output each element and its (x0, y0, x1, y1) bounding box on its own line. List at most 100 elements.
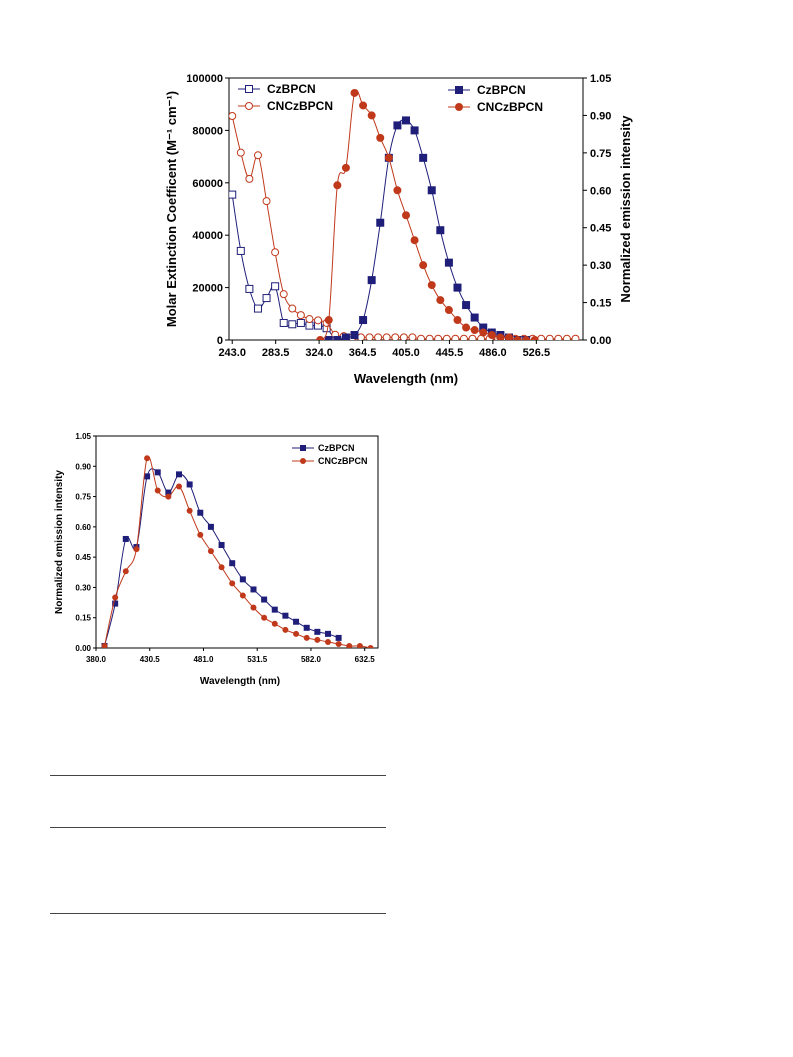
series-cnczbpcn-right-point (513, 336, 522, 340)
series-cnczbpcn-point (314, 636, 321, 643)
y-tick-label: 0.60 (75, 523, 91, 532)
series-cnczbpcn-left-point (236, 148, 245, 157)
series-cnczbpcn-right-point (333, 181, 342, 190)
series-cnczbpcn-point (356, 642, 363, 648)
series-czbpcn-right-point (350, 331, 359, 340)
legend-left-1-marker (245, 102, 253, 110)
y-tick-label: 100000 (186, 73, 223, 85)
x-tick-label: 364.5 (349, 347, 377, 359)
series-cnczbpcn-left-point (562, 334, 571, 340)
series-czbpcn-point (303, 624, 310, 631)
series-czbpcn-right-point (341, 333, 350, 340)
y2-tick-label: 0.75 (590, 148, 611, 160)
series-cnczbpcn-left-point (296, 311, 305, 320)
series-cnczbpcn-left-point (314, 316, 323, 325)
series-cnczbpcn-point (261, 614, 268, 621)
series-czbpcn-point (324, 630, 331, 637)
series-cnczbpcn-left-point (253, 151, 262, 160)
series-czbpcn-point (144, 473, 151, 480)
series-czbpcn-point (112, 600, 119, 607)
series-czbpcn-point (282, 612, 289, 619)
y-tick-label: 1.05 (75, 432, 91, 441)
legend-right-0-marker (455, 86, 463, 94)
y-tick-label: 80000 (192, 125, 223, 137)
y2-tick-label: 0.30 (590, 260, 611, 272)
series-czbpcn-right-point (359, 316, 368, 325)
series-czbpcn-point (335, 634, 342, 641)
series-cnczbpcn-point (324, 638, 331, 645)
series-cnczbpcn-left-point (245, 174, 254, 183)
series-cnczbpcn-group (101, 455, 374, 648)
y-tick-label: 0.75 (75, 493, 91, 502)
y2-tick-label: 0.60 (590, 185, 611, 197)
series-cnczbpcn-right-line (319, 89, 535, 340)
table-rule-mid (50, 827, 386, 828)
series-cnczbpcn-left-point (545, 334, 554, 340)
series-czbpcn-group (101, 468, 342, 648)
series-cnczbpcn-left-point (305, 315, 314, 324)
table-rule-bottom (50, 913, 386, 914)
x-tick-label: 430.5 (140, 655, 161, 664)
series-cnczbpcn-left-point (468, 334, 477, 340)
series-cnczbpcn-left-point (288, 304, 297, 313)
series-czbpcn-point (154, 469, 161, 476)
legend-left-0-marker (245, 85, 253, 93)
series-cnczbpcn-right-point (479, 328, 488, 337)
x-tick-label: 531.5 (247, 655, 268, 664)
series-czbpcn-point (176, 471, 183, 478)
series-cnczbpcn-left-group (229, 111, 580, 340)
legend-label: CNCzBPCN (318, 456, 368, 466)
y-tick-label: 20000 (192, 283, 223, 295)
series-cnczbpcn-left-point (417, 334, 426, 340)
series-czbpcn-right-point (470, 313, 479, 322)
series-cnczbpcn-right-point (419, 261, 428, 270)
series-cnczbpcn-left-point (571, 334, 580, 340)
x-tick-label: 405.0 (392, 347, 420, 359)
series-czbpcn-left-point (305, 321, 314, 330)
series-cnczbpcn-right-point (522, 336, 531, 340)
series-czbpcn-right-point (402, 116, 410, 125)
series-cnczbpcn-point (239, 592, 246, 599)
series-czbpcn-right-point (453, 283, 462, 292)
series-cnczbpcn-point (154, 487, 161, 494)
series-czbpcn-right-point (462, 301, 471, 310)
series-czbpcn-left-point (288, 320, 297, 329)
series-czbpcn-left-point (279, 318, 288, 327)
series-cnczbpcn-right-point (453, 316, 462, 325)
series-cnczbpcn-point (197, 531, 204, 538)
series-cnczbpcn-point (218, 564, 225, 571)
x-tick-label: 582.0 (301, 655, 322, 664)
series-czbpcn-point (207, 523, 214, 530)
series-cnczbpcn-right-point (393, 186, 402, 195)
series-cnczbpcn-left-point (262, 197, 271, 206)
y-tick-label: 0.30 (75, 583, 91, 592)
series-cnczbpcn-left-point (374, 333, 383, 340)
legend-right-1-marker (455, 103, 463, 111)
series-cnczbpcn-left-point (442, 334, 451, 340)
series-cnczbpcn-point (186, 507, 193, 514)
y-axis-label: Molar Extinction Coefficent (M⁻¹ cm⁻¹) (164, 91, 179, 327)
legend-left-label: CzBPCN (267, 82, 316, 96)
x-tick-label: 283.5 (262, 347, 290, 359)
series-czbpcn-point (122, 535, 129, 542)
plot-frame (95, 435, 379, 649)
series-czbpcn-right-line (328, 119, 527, 340)
y2-axis-label: Normalized emission intensity (618, 115, 633, 303)
x-tick-label: 632.5 (355, 655, 376, 664)
series-czbpcn-left-group (229, 190, 340, 340)
y2-tick-label: 0.00 (590, 335, 611, 347)
series-czbpcn-right-point (410, 126, 419, 135)
series-czbpcn-left-point (262, 294, 271, 303)
y-tick-label: 0.90 (75, 462, 91, 471)
series-czbpcn-point (197, 509, 204, 516)
x-tick-label: 486.0 (479, 347, 507, 359)
series-cnczbpcn-right-point (341, 163, 350, 172)
series-czbpcn-point (261, 596, 268, 603)
series-cnczbpcn-point (271, 620, 278, 627)
series-cnczbpcn-right-point (444, 306, 453, 315)
x-tick-label: 481.0 (193, 655, 214, 664)
x-tick-label: 445.5 (436, 347, 464, 359)
x-tick-label: 324.0 (305, 347, 333, 359)
series-czbpcn-point (229, 560, 236, 567)
series-cnczbpcn-line (104, 456, 371, 648)
